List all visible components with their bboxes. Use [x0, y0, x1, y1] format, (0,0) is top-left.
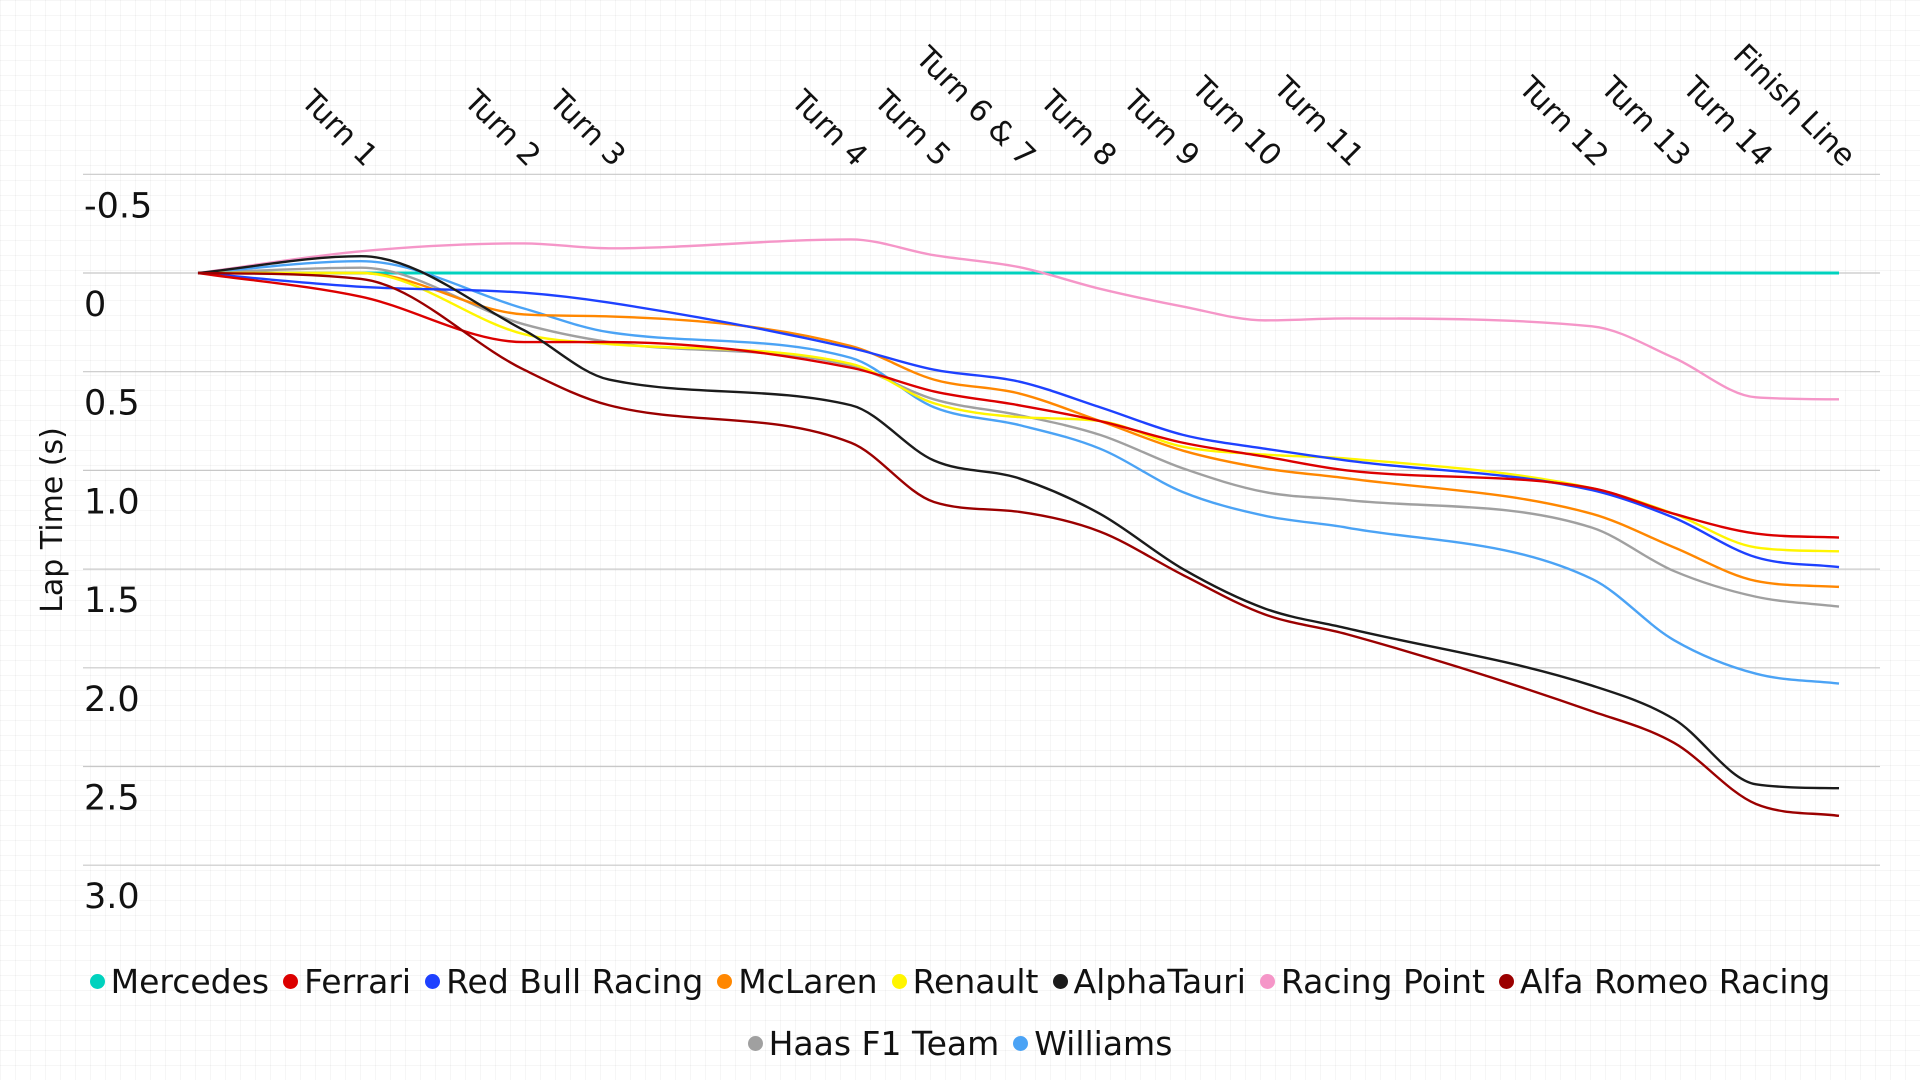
- legend-item-ferrari[interactable]: Ferrari: [283, 962, 411, 1001]
- y-tick-label: 1.0: [84, 482, 140, 522]
- legend-label: Red Bull Racing: [446, 962, 704, 1001]
- legend-item-red-bull-racing[interactable]: Red Bull Racing: [425, 962, 703, 1001]
- y-tick-labels: -0.5 0 0.5 1.0 1.5 2.0 2.5 3.0: [84, 186, 152, 917]
- legend-marker-icon: [717, 974, 733, 989]
- legend-item-racing-point[interactable]: Racing Point: [1259, 962, 1485, 1001]
- legend-marker-icon: [1498, 974, 1514, 989]
- legend-label: McLaren: [738, 962, 878, 1001]
- legend-marker-icon: [891, 974, 907, 989]
- series-line-renault: [198, 271, 1840, 553]
- y-tick-label: 3.0: [84, 877, 140, 917]
- series-line-haas-f1-team: [197, 266, 1840, 608]
- legend-marker-icon: [425, 974, 441, 989]
- y-axis-title: Lap Time (s): [35, 427, 70, 613]
- x-category-label: Turn 1: [293, 83, 384, 174]
- legend-item-renault[interactable]: Renault: [891, 962, 1039, 1001]
- legend-item-mclaren[interactable]: McLaren: [717, 962, 878, 1001]
- x-category-label: Turn 8: [1032, 83, 1123, 174]
- legend-marker-icon: [747, 1036, 763, 1051]
- legend-item-williams[interactable]: Williams: [1013, 1024, 1172, 1063]
- series-line-williams: [197, 259, 1840, 685]
- x-category-label: Turn 13: [1593, 69, 1697, 173]
- legend-label: AlphaTauri: [1073, 962, 1246, 1001]
- x-category-label: Turn 11: [1266, 69, 1370, 173]
- y-tick-label: 2.5: [84, 779, 140, 819]
- legend-marker-icon: [1052, 974, 1068, 989]
- series-line-alphatauri: [197, 255, 1840, 790]
- legend-item-haas-f1-team[interactable]: Haas F1 Team: [747, 1024, 1000, 1063]
- legend-marker-icon: [1013, 1036, 1029, 1051]
- legend-item-mercedes[interactable]: Mercedes: [89, 962, 270, 1001]
- legend-label: Racing Point: [1280, 962, 1485, 1001]
- legend-item-alfa-romeo-racing[interactable]: Alfa Romeo Racing: [1498, 962, 1831, 1001]
- legend: Mercedes Ferrari Red Bull Racing McLaren Ren…: [0, 962, 1920, 1001]
- series-line-ferrari: [197, 271, 1840, 539]
- legend-label: Haas F1 Team: [768, 1024, 1000, 1063]
- x-category-label: Turn 2: [456, 83, 547, 174]
- legend-label: Mercedes: [110, 962, 270, 1001]
- x-category-label: Turn 10: [1184, 69, 1288, 173]
- series-line-mclaren: [198, 271, 1840, 589]
- legend-marker-icon: [89, 974, 105, 989]
- x-category-label: Turn 4: [783, 83, 874, 174]
- x-category-label: Turn 3: [541, 83, 632, 174]
- legend-marker-icon: [1259, 974, 1275, 989]
- series-line-red-bull-racing: [197, 271, 1840, 569]
- legend-item-alphatauri[interactable]: AlphaTauri: [1052, 962, 1246, 1001]
- legend-marker-icon: [283, 974, 299, 989]
- y-tick-label: 2.0: [84, 680, 140, 720]
- series-line-racing-point: [197, 238, 1840, 401]
- legend-label: Renault: [912, 962, 1039, 1001]
- y-tick-label: 1.5: [84, 581, 140, 621]
- legend-label: Williams: [1034, 1024, 1173, 1063]
- legend-row-2: Haas F1 Team Williams: [0, 1024, 1920, 1063]
- legend-label: Alfa Romeo Racing: [1519, 962, 1831, 1001]
- y-tick-label: 0: [84, 285, 106, 325]
- y-tick-label: -0.5: [84, 186, 152, 226]
- series-lines: [197, 238, 1840, 818]
- y-tick-label: 0.5: [84, 384, 140, 424]
- x-category-label: Turn 12: [1511, 69, 1615, 173]
- legend-label: Ferrari: [304, 962, 412, 1001]
- series-line-alfa-romeo-racing: [197, 271, 1840, 818]
